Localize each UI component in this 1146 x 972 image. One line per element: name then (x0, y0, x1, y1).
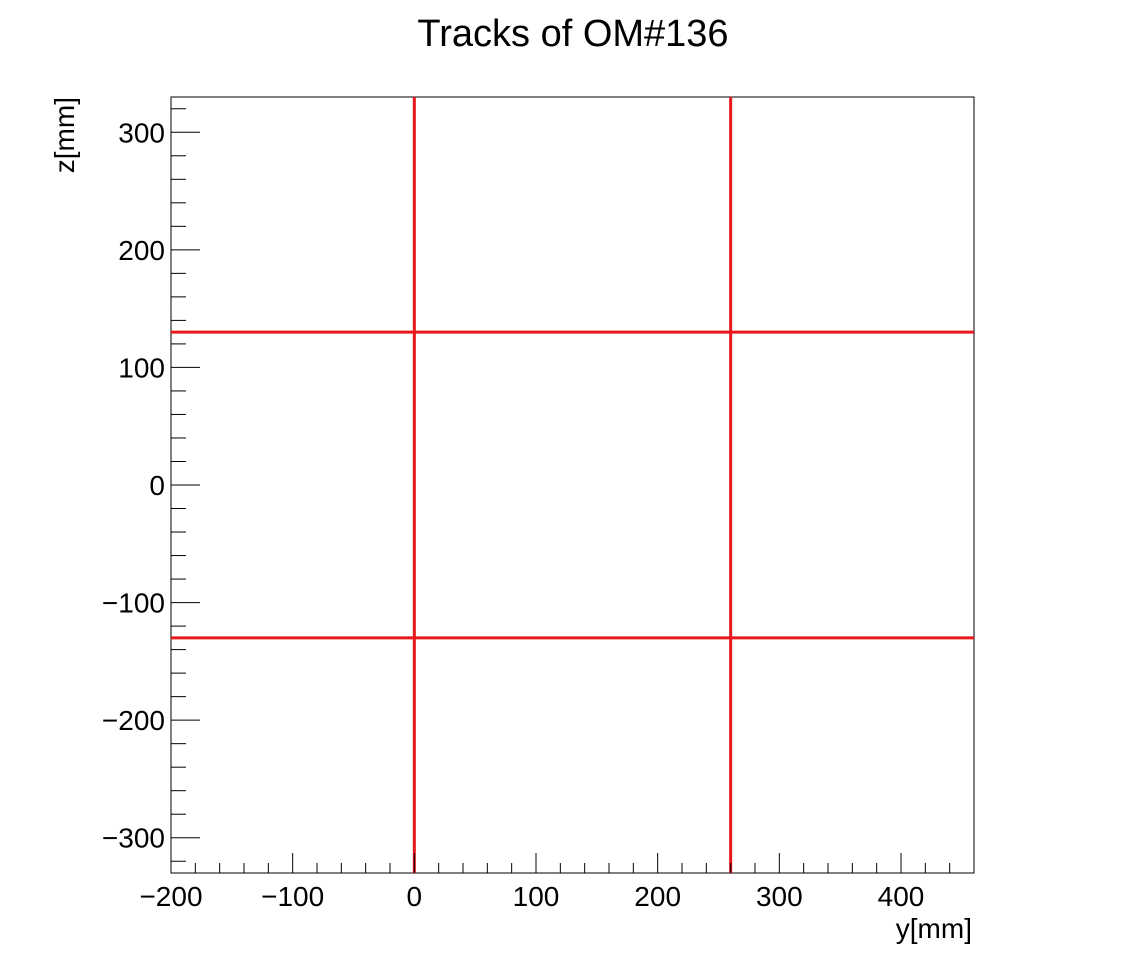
chart-title: Tracks of OM#136 (417, 13, 728, 55)
x-tick-label: 400 (878, 881, 925, 912)
plot-frame (170, 96, 975, 874)
tracks-group (171, 97, 974, 873)
x-axis-label: y[mm] (896, 913, 972, 944)
y-axis-label: z[mm] (49, 97, 80, 173)
x-tick-label: 0 (407, 881, 423, 912)
x-axis: −200 −100 0 100 200 300 400 (139, 853, 975, 912)
y-tick-label: −100 (102, 588, 165, 619)
y-tick-label: 0 (149, 470, 165, 501)
y-tick-label: 200 (118, 235, 165, 266)
x-tick-label: 100 (513, 881, 560, 912)
y-tick-label: −300 (102, 823, 165, 854)
y-tick-label: −200 (102, 705, 165, 736)
x-tick-label: 200 (634, 881, 681, 912)
y-axis: −300 −200 −100 0 100 200 300 (102, 108, 200, 862)
x-tick-label: −200 (139, 881, 202, 912)
y-tick-label: 100 (118, 352, 165, 383)
y-tick-label: 300 (118, 117, 165, 148)
x-tick-label: 300 (756, 881, 803, 912)
x-tick-label: −100 (261, 881, 324, 912)
